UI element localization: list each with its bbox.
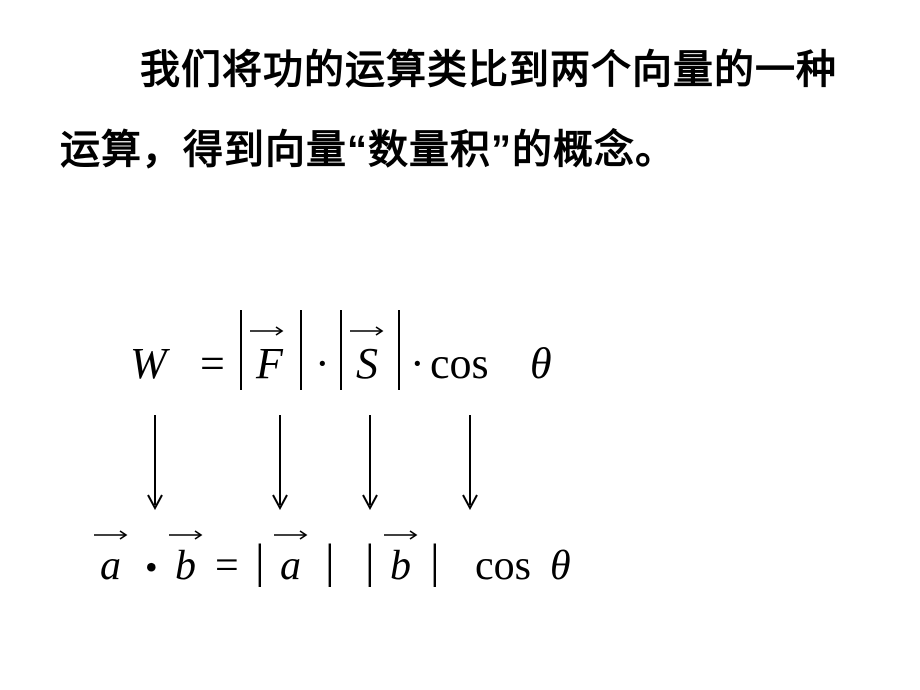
vec-arrow-icon (248, 326, 288, 336)
vec-b: b (390, 542, 411, 590)
sym-bullet: • (145, 546, 158, 588)
down-arrow-icon (270, 410, 290, 520)
sym-cos: cos (430, 338, 489, 389)
sym-b: b (390, 543, 411, 589)
vec-arrow-icon (92, 530, 132, 540)
sym-dot: · (410, 338, 425, 389)
sym-equals: = (200, 338, 225, 389)
vec-arrow-icon (272, 530, 312, 540)
vec-b: b (175, 542, 196, 590)
sym-a: a (280, 543, 301, 589)
vec-arrow-icon (382, 530, 422, 540)
sym-S: S (356, 339, 378, 388)
sym-theta: θ (550, 542, 571, 590)
intro-paragraph: 我们将功的运算类比到两个向量的一种运算，得到向量“数量积”的概念。 (60, 30, 860, 190)
sym-pipe: | (365, 534, 375, 589)
sym-theta: θ (530, 338, 552, 389)
vec-arrow-icon (167, 530, 207, 540)
vec-a: a (280, 542, 301, 590)
down-arrow-icon (145, 410, 165, 520)
sym-pipe: | (430, 534, 440, 589)
vec-S: S (356, 338, 378, 389)
vec-F: F (256, 338, 283, 389)
sym-b: b (175, 543, 196, 589)
sym-cos: cos (475, 542, 531, 590)
sym-a: a (100, 543, 121, 589)
sym-F: F (256, 339, 283, 388)
vec-arrow-icon (348, 326, 388, 336)
sym-equals: = (215, 542, 239, 590)
sym-dot: · (315, 338, 330, 389)
sym-pipe: | (255, 534, 265, 589)
vec-a: a (100, 542, 121, 590)
down-arrow-icon (360, 410, 380, 520)
down-arrow-icon (460, 410, 480, 520)
sym-W: W (130, 338, 167, 389)
sym-pipe: | (325, 534, 335, 589)
slide: 我们将功的运算类比到两个向量的一种运算，得到向量“数量积”的概念。 W = F (0, 0, 920, 690)
